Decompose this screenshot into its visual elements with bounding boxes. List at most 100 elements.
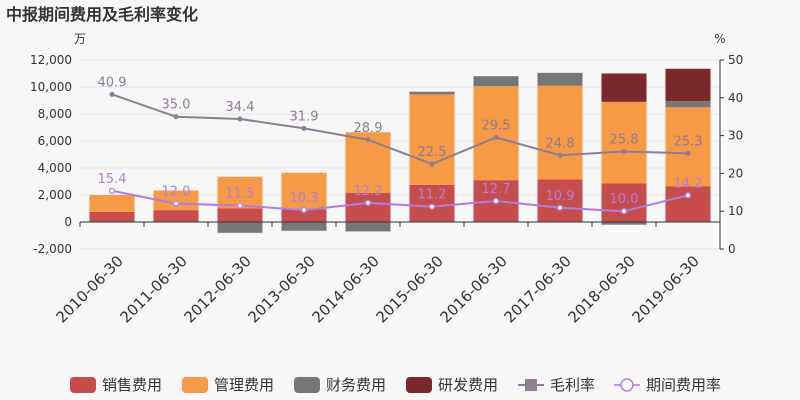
data-label-期间费用率: 12.2: [354, 184, 383, 199]
x-tick-label: 2018-06-30: [564, 252, 638, 326]
y-right-tick-label: 20: [728, 166, 743, 180]
x-tick-label: 2016-06-30: [436, 252, 510, 326]
bar-销售费用: [217, 208, 263, 222]
bar-管理费用: [537, 85, 583, 180]
data-label-期间费用率: 12.0: [162, 185, 191, 200]
y-left-tick-label: -2,000: [33, 242, 72, 256]
legend-label-管理费用: 管理费用: [214, 376, 274, 394]
data-label-毛利率: 34.4: [226, 100, 255, 115]
bar-财务费用: [537, 72, 583, 86]
legend-label-研发费用: 研发费用: [438, 376, 498, 394]
bar-财务费用: [409, 91, 455, 95]
bar-销售费用: [409, 184, 455, 222]
point-毛利率: [237, 116, 243, 122]
data-label-毛利率: 29.5: [482, 118, 511, 133]
y-left-unit: 万: [74, 32, 86, 46]
bar-财务费用: [217, 222, 263, 233]
point-期间费用率: [556, 204, 564, 211]
x-tick-label: 2012-06-30: [180, 252, 254, 326]
point-期间费用率: [108, 187, 116, 194]
bars: [89, 68, 711, 233]
lines: [108, 91, 692, 215]
y-right-tick-label: 30: [728, 129, 743, 143]
point-毛利率: [685, 150, 691, 156]
y-left-tick-label: 4,000: [38, 161, 72, 175]
legend-swatch-研发费用: [406, 377, 432, 393]
bar-管理费用: [345, 132, 391, 193]
y-right-tick-label: 50: [728, 53, 743, 67]
data-label-期间费用率: 15.4: [98, 172, 127, 187]
data-label-毛利率: 25.8: [610, 132, 639, 147]
data-label-毛利率: 40.9: [98, 75, 127, 90]
x-tick-label: 2019-06-30: [628, 252, 702, 326]
bar-管理费用: [89, 195, 135, 212]
y-left-tick-label: 2,000: [38, 188, 72, 202]
legend-swatch-销售费用: [70, 377, 96, 393]
data-label-毛利率: 25.3: [674, 134, 703, 149]
y-left-tick-label: 0: [64, 215, 72, 229]
point-毛利率: [109, 91, 115, 97]
legend-label-财务费用: 财务费用: [326, 376, 386, 394]
bar-销售费用: [537, 179, 583, 222]
bar-财务费用: [345, 222, 391, 232]
y-left-tick-label: 8,000: [38, 107, 72, 121]
legend-label-毛利率: 毛利率: [550, 376, 595, 394]
bar-研发费用: [601, 73, 647, 102]
bar-管理费用: [473, 86, 519, 181]
chart-title: 中报期间费用及毛利率变化: [6, 5, 198, 24]
bar-销售费用: [153, 210, 199, 222]
data-label-毛利率: 24.8: [546, 136, 575, 151]
legend-marker-期间费用率: [620, 378, 634, 392]
legend-swatch-管理费用: [182, 377, 208, 393]
bar-销售费用: [89, 211, 135, 222]
data-label-期间费用率: 12.7: [482, 182, 511, 197]
bar-管理费用: [409, 94, 455, 185]
bar-财务费用: [665, 101, 711, 108]
data-label-毛利率: 31.9: [290, 109, 319, 124]
x-tick-label: 2010-06-30: [52, 252, 126, 326]
bar-销售费用: [601, 183, 647, 222]
y-right-tick-label: 0: [728, 242, 736, 256]
data-label-期间费用率: 10.0: [610, 192, 639, 207]
data-label-期间费用率: 11.5: [226, 187, 255, 202]
point-期间费用率: [236, 202, 244, 209]
data-label-期间费用率: 10.9: [546, 189, 575, 204]
bar-管理费用: [601, 101, 647, 184]
x-tick-label: 2017-06-30: [500, 252, 574, 326]
x-tick-label: 2014-06-30: [308, 252, 382, 326]
bar-财务费用: [473, 76, 519, 87]
y-right-tick-label: 40: [728, 91, 743, 105]
y-left-tick-label: 10,000: [30, 80, 72, 94]
point-毛利率: [429, 161, 435, 167]
bar-管理费用: [665, 107, 711, 187]
data-label-毛利率: 22.5: [418, 145, 447, 160]
bar-管理费用: [281, 172, 327, 210]
data-label-期间费用率: 11.2: [418, 188, 447, 203]
bar-销售费用: [665, 186, 711, 222]
bar-销售费用: [281, 209, 327, 222]
point-期间费用率: [300, 206, 308, 214]
y-left-tick-label: 6,000: [38, 134, 72, 148]
point-毛利率: [621, 148, 627, 154]
x-tick-label: 2013-06-30: [244, 252, 318, 326]
data-label-期间费用率: 14.2: [674, 176, 703, 191]
x-tick-label: 2011-06-30: [116, 252, 190, 326]
data-labels: 40.9 35.0 34.4 31.9 28.9 22.5 29.5 24.8 25.8 25.3…: [98, 75, 703, 207]
data-label-期间费用率: 10.3: [290, 191, 319, 206]
bar-销售费用: [345, 192, 391, 222]
legend-label-销售费用: 销售费用: [102, 376, 162, 394]
point-毛利率: [557, 152, 563, 158]
bar-研发费用: [665, 68, 711, 102]
data-label-毛利率: 35.0: [162, 98, 191, 113]
y-right-unit: %: [714, 32, 725, 46]
legend-marker-毛利率: [525, 379, 537, 391]
legend: 销售费用 管理费用 财务费用 研发费用 毛利率 期间费用率: [70, 376, 721, 394]
point-毛利率: [365, 137, 371, 143]
bar-管理费用: [153, 190, 199, 211]
point-期间费用率: [492, 197, 500, 205]
y-left-tick-label: 12,000: [30, 53, 72, 67]
point-期间费用率: [684, 192, 692, 199]
x-tick-label: 2015-06-30: [372, 252, 446, 326]
point-期间费用率: [620, 208, 628, 215]
legend-label-期间费用率: 期间费用率: [646, 376, 721, 394]
